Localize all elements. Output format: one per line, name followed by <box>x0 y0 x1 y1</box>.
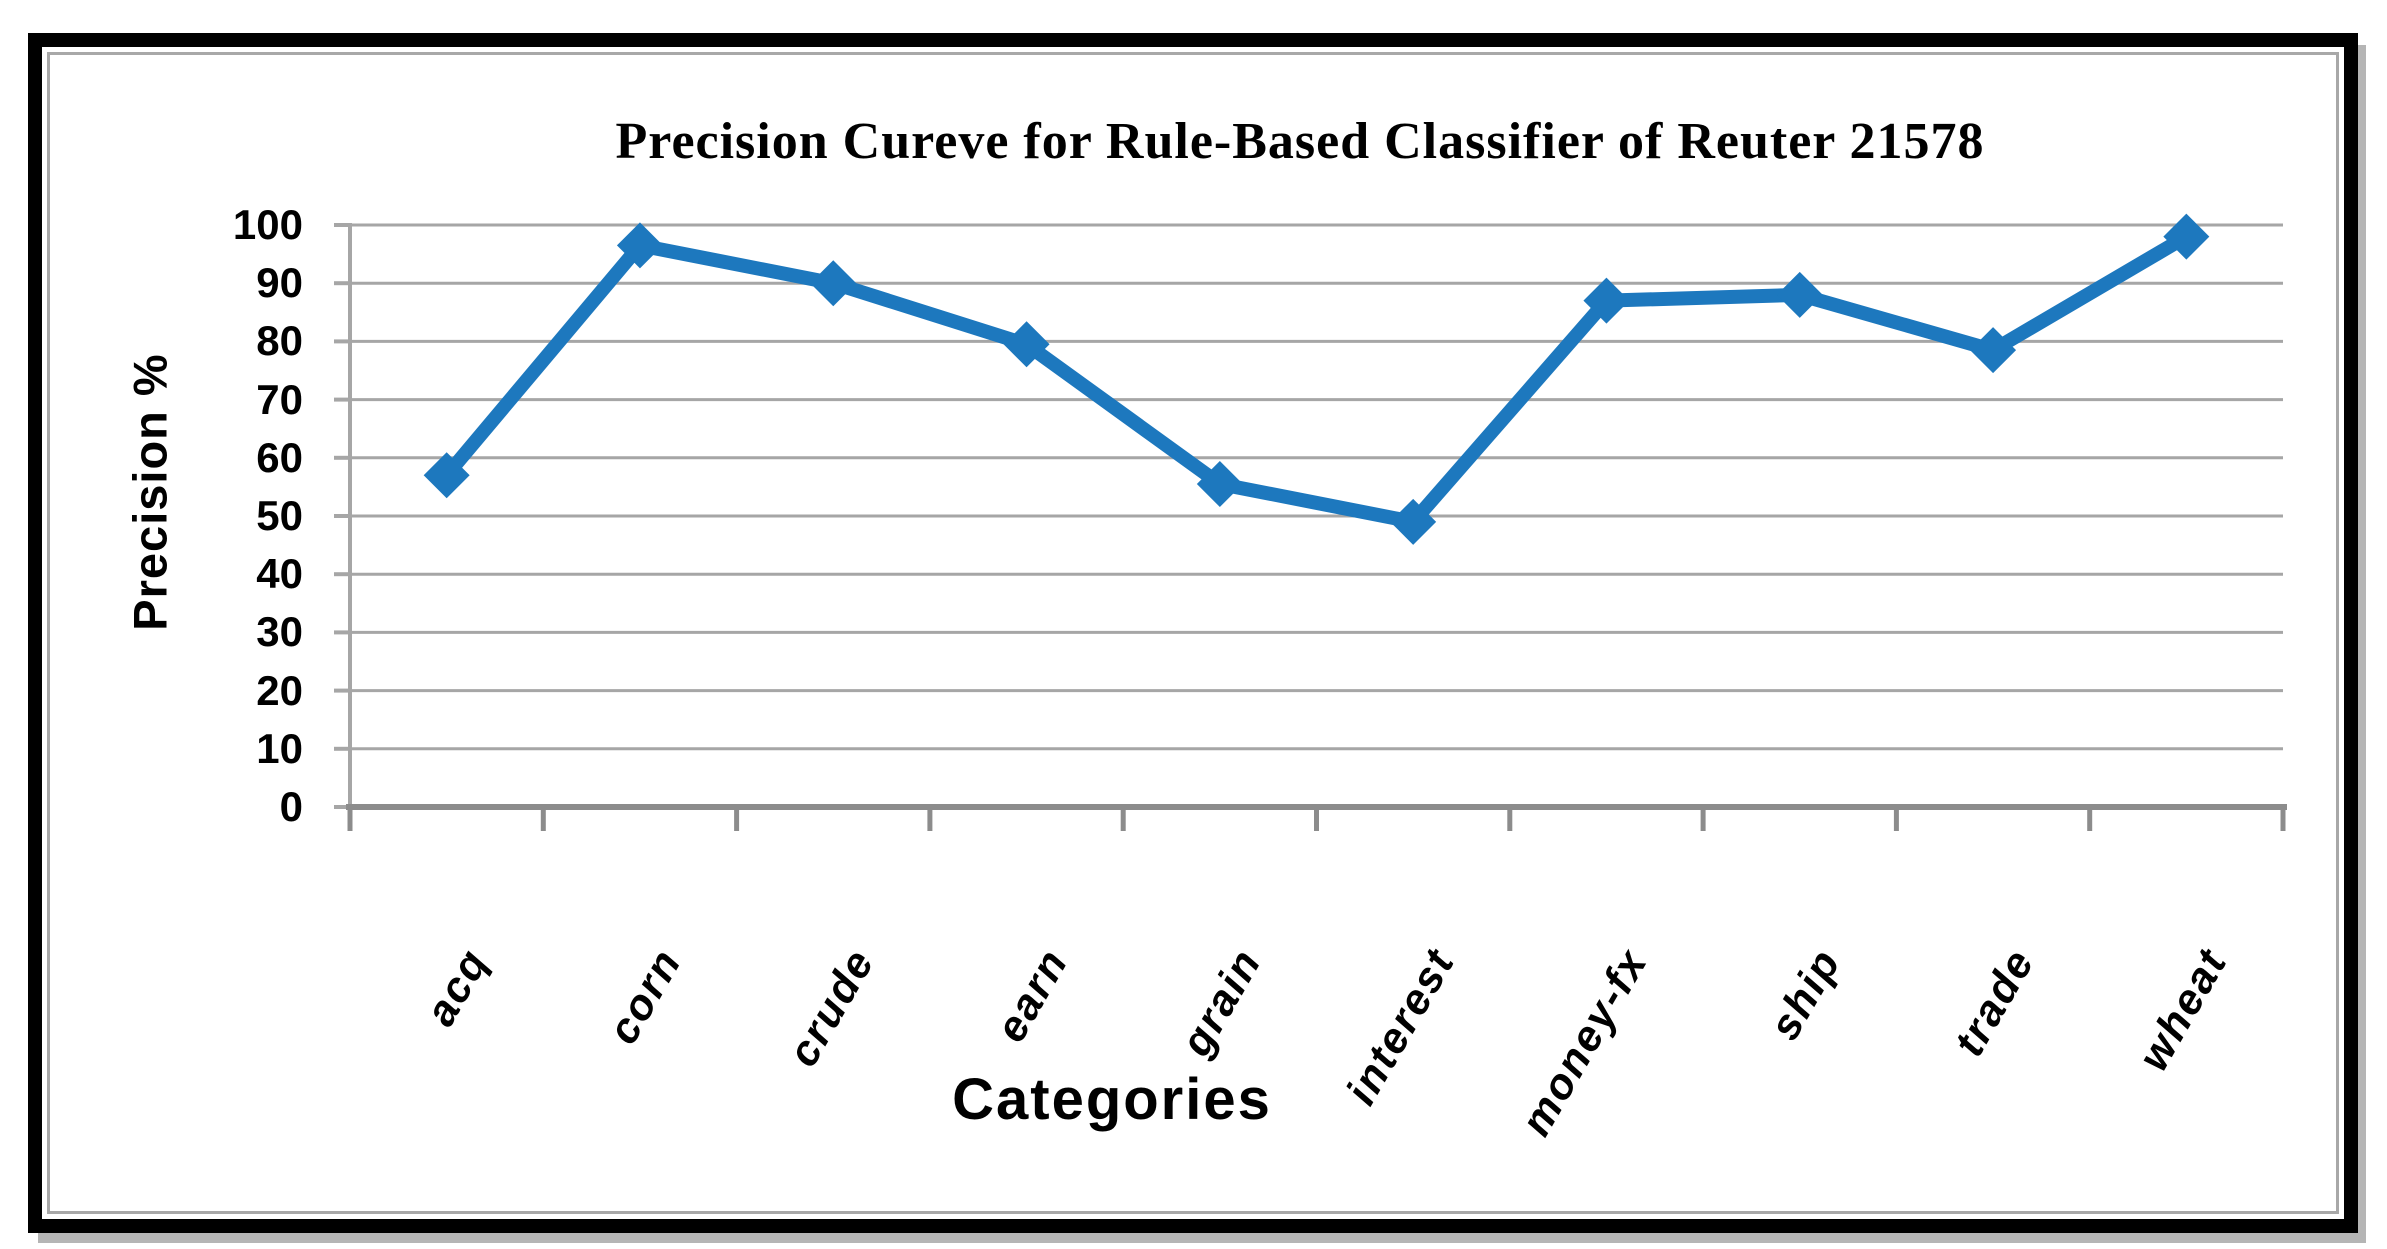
data-point-marker-trade <box>1970 327 2017 374</box>
data-point-marker-acq <box>423 452 470 499</box>
data-point-marker-wheat <box>2163 213 2210 260</box>
data-point-marker-crude <box>810 260 857 307</box>
data-point-marker-money-fx <box>1583 277 1630 324</box>
data-point-marker-corn <box>616 222 663 269</box>
data-point-marker-earn <box>1003 321 1050 368</box>
data-point-marker-interest <box>1390 498 1437 545</box>
precision-series-line <box>439 229 2194 529</box>
data-point-marker-ship <box>1776 271 1823 318</box>
data-point-marker-grain <box>1196 460 1243 507</box>
